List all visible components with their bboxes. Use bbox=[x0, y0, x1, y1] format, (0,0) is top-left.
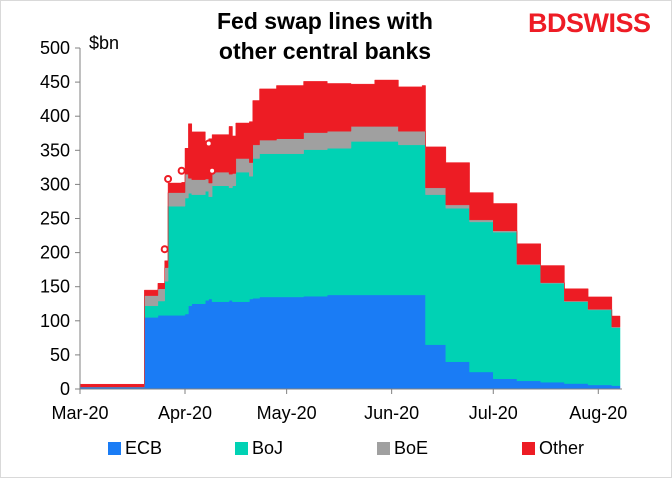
chart-title: Fed swap lines with other central banks bbox=[150, 6, 500, 66]
legend-item-ecb: ECB bbox=[108, 438, 162, 459]
chart-title-line2: other central banks bbox=[218, 38, 432, 64]
y-tick-label-100: 100 bbox=[40, 311, 70, 331]
y-tick-label-350: 350 bbox=[40, 140, 70, 160]
y-tick-label-250: 250 bbox=[40, 209, 70, 229]
legend-item-boe: BoE bbox=[377, 438, 428, 459]
logo-part2: SWISS bbox=[566, 8, 651, 38]
x-tick-label-Jun-20: Jun-20 bbox=[364, 403, 419, 423]
y-tick-label-500: 500 bbox=[40, 38, 70, 58]
y-tick-label-300: 300 bbox=[40, 174, 70, 194]
x-tick-label-Mar-20: Mar-20 bbox=[51, 403, 108, 423]
data-marker-2 bbox=[177, 166, 186, 175]
y-tick-label-200: 200 bbox=[40, 243, 70, 263]
legend-swatch-ecb bbox=[108, 442, 121, 455]
chart-title-line1: Fed swap lines with bbox=[217, 8, 433, 34]
data-marker-3 bbox=[204, 139, 213, 148]
legend-item-boj: BoJ bbox=[235, 438, 283, 459]
y-tick-label-150: 150 bbox=[40, 277, 70, 297]
y-axis-unit-label: $bn bbox=[89, 33, 120, 53]
x-tick-label-Aug-20: Aug-20 bbox=[569, 403, 627, 423]
x-tick-label-Apr-20: Apr-20 bbox=[158, 403, 212, 423]
legend-item-other: Other bbox=[522, 438, 584, 459]
y-tick-label-50: 50 bbox=[50, 345, 70, 365]
area-series-other bbox=[79, 79, 621, 388]
legend-label-other: Other bbox=[539, 438, 585, 458]
y-tick-label-400: 400 bbox=[40, 106, 70, 126]
legend-swatch-other bbox=[522, 442, 535, 455]
bdswiss-logo: BDSWISS bbox=[528, 8, 651, 39]
x-tick-label-Jul-20: Jul-20 bbox=[469, 403, 518, 423]
y-tick-label-450: 450 bbox=[40, 72, 70, 92]
logo-part1: BD bbox=[528, 8, 567, 38]
legend-label-boj: BoJ bbox=[252, 438, 284, 458]
legend-swatch-boe bbox=[377, 442, 390, 455]
legend-label-ecb: ECB bbox=[125, 438, 163, 458]
y-tick-label-0: 0 bbox=[60, 379, 70, 399]
data-marker-4 bbox=[208, 166, 217, 175]
legend: ECB BoJ BoE Other bbox=[0, 438, 672, 464]
data-marker-1 bbox=[164, 174, 173, 183]
legend-swatch-boj bbox=[235, 442, 248, 455]
x-tick-label-May-20: May-20 bbox=[257, 403, 317, 423]
data-marker-0 bbox=[160, 245, 169, 254]
legend-label-boe: BoE bbox=[394, 438, 429, 458]
